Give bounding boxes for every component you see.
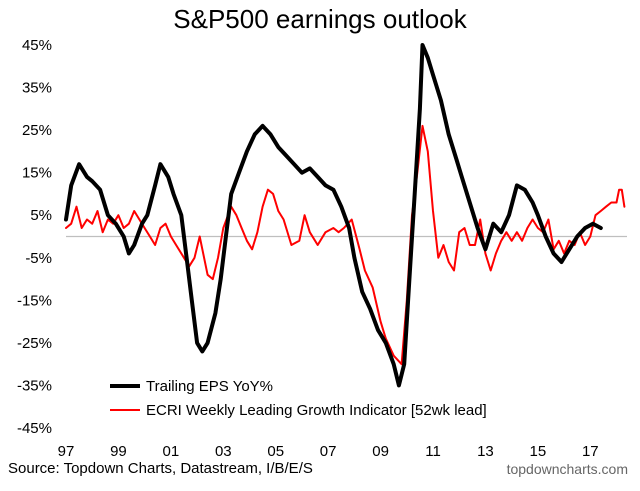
x-tick-label: 07	[320, 443, 337, 460]
source-note: Source: Topdown Charts, Datastream, I/B/…	[8, 460, 313, 477]
y-tick-label: 25%	[22, 122, 52, 139]
x-tick-label: 17	[582, 443, 599, 460]
x-tick-label: 09	[372, 443, 389, 460]
y-tick-label: 15%	[22, 165, 52, 182]
y-tick-label: 45%	[22, 37, 52, 54]
x-tick-label: 03	[215, 443, 232, 460]
y-tick-label: 35%	[22, 80, 52, 97]
legend-label: Trailing EPS YoY%	[146, 378, 273, 395]
x-tick-label: 01	[163, 443, 180, 460]
y-tick-label: 5%	[30, 207, 52, 224]
brand-label: topdowncharts.com	[506, 461, 628, 477]
x-tick-label: 11	[425, 443, 441, 460]
y-tick-label: -15%	[17, 292, 52, 309]
legend-label: ECRI Weekly Leading Growth Indicator [52…	[146, 402, 487, 419]
y-tick-label: -5%	[25, 250, 52, 267]
y-tick-label: -25%	[17, 335, 52, 352]
series-group	[64, 43, 626, 388]
x-tick-label: 05	[267, 443, 284, 460]
y-axis: 45% 35% 25% 15% 5% -5% -15% -25% -35% -45%	[17, 37, 52, 437]
x-tick-label: 97	[58, 443, 75, 460]
x-tick-label: 99	[110, 443, 127, 460]
y-tick-label: -45%	[17, 420, 52, 437]
legend: Trailing EPS YoY% ECRI Weekly Leading Gro…	[110, 378, 487, 419]
series-line-trailing-eps	[64, 43, 603, 388]
x-tick-label: 13	[477, 443, 494, 460]
y-tick-label: -35%	[17, 377, 52, 394]
chart-title: S&P500 earnings outlook	[173, 4, 467, 34]
series-line-ecri	[65, 124, 626, 366]
x-tick-label: 15	[530, 443, 547, 460]
x-axis: 97 99 01 03 05 07 09 11 13 15 17	[58, 443, 599, 460]
